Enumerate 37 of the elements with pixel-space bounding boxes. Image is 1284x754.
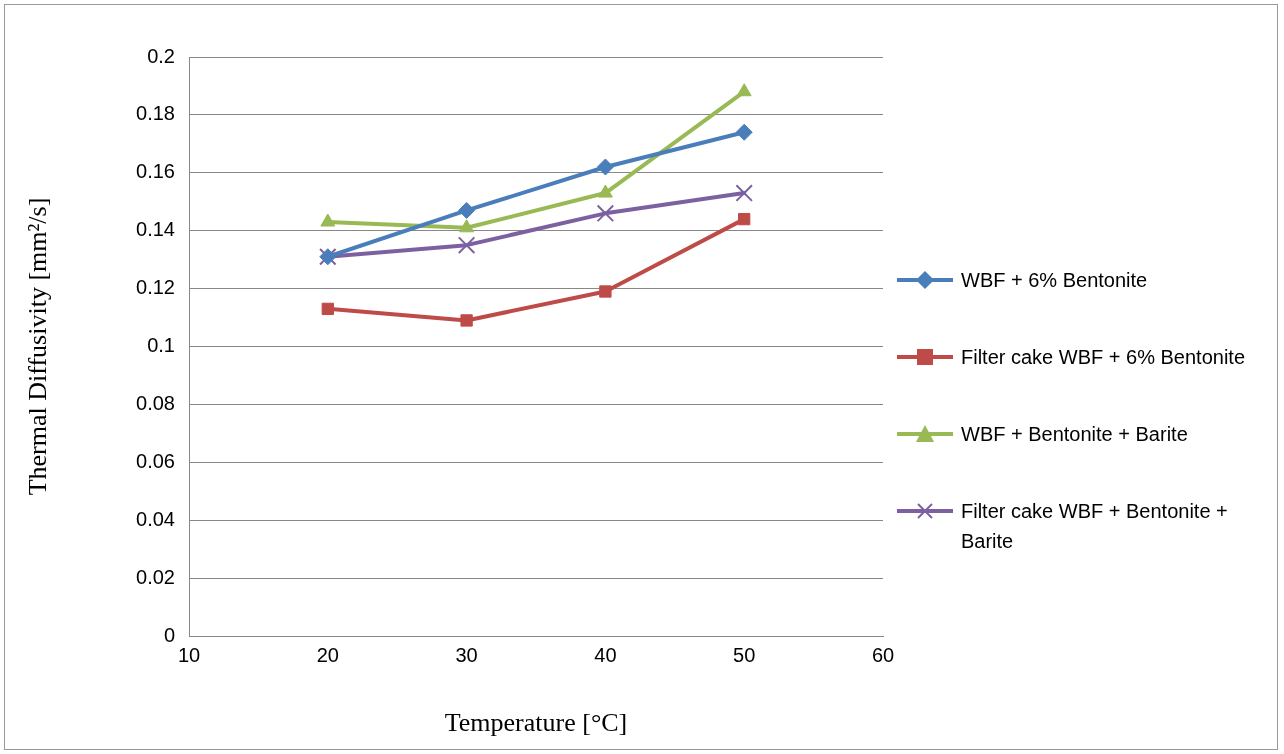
y-tick-label: 0.04 bbox=[136, 507, 175, 530]
point bbox=[596, 204, 615, 223]
point bbox=[321, 302, 334, 316]
x-tick-label: 40 bbox=[594, 643, 617, 666]
x-tick-label: 60 bbox=[871, 643, 895, 666]
point bbox=[320, 213, 336, 227]
point bbox=[736, 83, 752, 97]
point bbox=[458, 201, 476, 219]
x-axis-title: Temperature [°C] bbox=[444, 708, 628, 738]
y-tick-label: 0.12 bbox=[136, 276, 175, 299]
point bbox=[597, 184, 613, 198]
y-tick-label: 0.08 bbox=[136, 391, 175, 414]
legend-label: WBF + 6% Bentonite bbox=[961, 268, 1149, 293]
y-tick-label: 0.16 bbox=[136, 160, 175, 183]
x-tick-label: 50 bbox=[733, 643, 756, 666]
point bbox=[460, 314, 473, 327]
y-tick-label: 0.2 bbox=[147, 44, 175, 67]
point bbox=[735, 123, 753, 141]
y-tick-label: 0.14 bbox=[136, 218, 175, 241]
point bbox=[457, 236, 476, 254]
y-tick-label: 0.06 bbox=[136, 449, 175, 472]
y-tick-label: 0.02 bbox=[136, 565, 175, 588]
x-tick-label: 10 bbox=[177, 643, 201, 666]
point bbox=[596, 158, 614, 176]
y-tick-label: 0.1 bbox=[147, 334, 175, 357]
x-tick-label: 20 bbox=[316, 643, 339, 666]
point bbox=[735, 184, 753, 202]
legend-label: Filter cake WBF + 6% Bentonite bbox=[961, 345, 1246, 370]
x-tick-label: 30 bbox=[455, 643, 478, 666]
legend-label: WBF + Bentonite + Barite bbox=[961, 422, 1189, 447]
y-tick-label: 0.18 bbox=[136, 102, 175, 125]
y-axis-title: Thermal Diffusivity [mm²/s] bbox=[23, 197, 53, 496]
point bbox=[599, 285, 612, 298]
point bbox=[459, 219, 475, 233]
point bbox=[738, 212, 751, 226]
legend-label: Filter cake WBF + Bentonite + Barite bbox=[961, 499, 1229, 554]
y-tick-label: 0 bbox=[163, 623, 175, 646]
